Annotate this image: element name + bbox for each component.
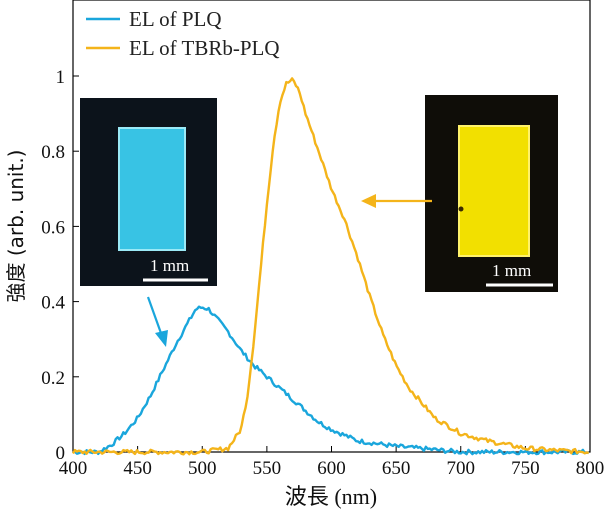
x-tick-label: 750 bbox=[511, 458, 540, 479]
y-axis-title: 強度 (arb. unit.) bbox=[4, 150, 28, 303]
y-tick-label: 0.6 bbox=[41, 217, 65, 238]
inset-photo-tbrb-plq-spot bbox=[458, 206, 464, 212]
arrow-blue-shaft bbox=[146, 296, 164, 337]
inset-photo-plq: 1 mm bbox=[80, 98, 217, 286]
inset-photo-tbrb-plq: 1 mm bbox=[425, 95, 558, 292]
x-tick-label: 500 bbox=[188, 458, 217, 479]
x-tick-label: 600 bbox=[317, 458, 346, 479]
arrow-blue-head bbox=[155, 330, 168, 347]
legend-label-el-tbrb-plq: EL of TBRb-PLQ bbox=[129, 36, 280, 60]
y-tick-label: 1 bbox=[56, 67, 66, 88]
arrow-yellow-head bbox=[361, 194, 376, 208]
inset-photo-plq-device bbox=[118, 127, 186, 251]
y-tick-label: 0 bbox=[56, 443, 66, 464]
series-line-el-plq bbox=[72, 305, 589, 456]
series-line-el-tbrb-plq bbox=[71, 77, 590, 456]
y-tick-label: 0.4 bbox=[41, 293, 65, 314]
y-tick-label: 0.2 bbox=[41, 368, 65, 389]
arrow-yellow bbox=[361, 194, 432, 208]
x-tick-label: 700 bbox=[447, 458, 476, 479]
inset-photo-tbrb-plq-device bbox=[458, 125, 530, 257]
x-tick-label: 450 bbox=[123, 458, 152, 479]
inset-photo-tbrb-plq-scale-label: 1 mm bbox=[492, 261, 531, 280]
x-tick-label: 800 bbox=[576, 458, 605, 479]
legend-label-el-plq: EL of PLQ bbox=[129, 7, 222, 31]
arrow-blue bbox=[146, 296, 168, 347]
x-axis-title: 波長 (nm) bbox=[285, 484, 377, 509]
x-tick-label: 550 bbox=[253, 458, 282, 479]
x-tick-label: 650 bbox=[382, 458, 411, 479]
inset-photo-plq-scale-label: 1 mm bbox=[150, 256, 189, 275]
x-tick-label: 400 bbox=[59, 458, 88, 479]
x-axis-ticks: 400 450 500 550 600 650 700 750 800 bbox=[59, 446, 605, 479]
legend: EL of PLQ EL of TBRb-PLQ bbox=[86, 7, 280, 60]
y-tick-label: 0.8 bbox=[41, 142, 65, 163]
y-axis-ticks: 0 0.2 0.4 0.6 0.8 1 bbox=[41, 67, 79, 464]
